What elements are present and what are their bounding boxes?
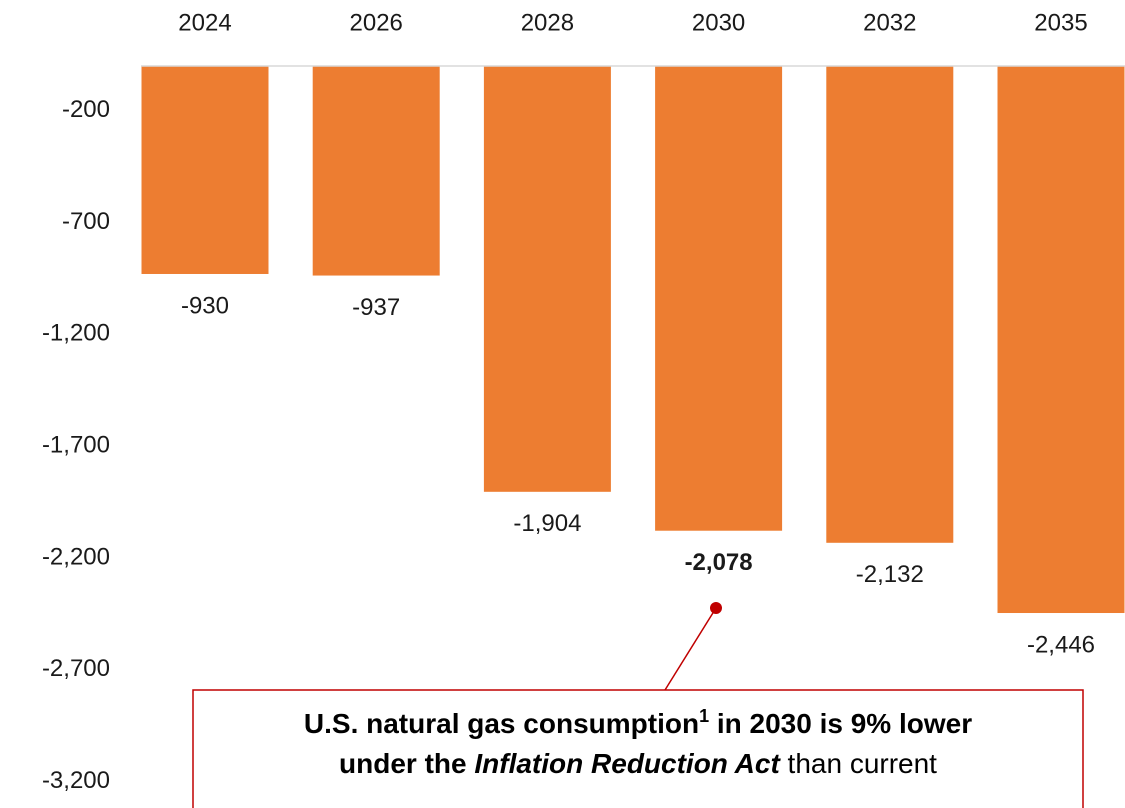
annotation-dot [710,602,722,614]
data-label: -2,446 [1027,631,1095,658]
x-tick-label: 2030 [692,9,745,36]
annotation-leader [664,607,717,691]
annotation-text: in 2030 is 9% lower [709,708,972,739]
annotation-superscript: 1 [699,706,709,726]
data-label: -937 [352,294,400,321]
bar [655,66,783,531]
bar [997,66,1125,614]
y-tick-label: -1,200 [42,320,110,347]
x-tick-label: 2032 [863,9,916,36]
bar [141,66,269,274]
y-tick-label: -2,200 [42,543,110,570]
data-label: -2,078 [685,549,753,576]
bar [483,66,611,492]
y-tick-label: -1,700 [42,432,110,459]
annotation-text: Inflation Reduction Act [474,748,781,779]
x-tick-label: 2035 [1034,9,1087,36]
data-label: -1,904 [513,510,581,537]
data-label: -930 [181,292,229,319]
annotation-text: than current [780,748,937,779]
x-tick-label: 2024 [178,9,231,36]
x-tick-label: 2028 [521,9,574,36]
annotation-line: under the Inflation Reduction Act than c… [339,748,937,779]
y-tick-label: -700 [62,208,110,235]
y-tick-label: -3,200 [42,767,110,794]
data-label: -2,132 [856,561,924,588]
annotation-line: U.S. natural gas consumption1 in 2030 is… [304,706,972,740]
bar [826,66,954,543]
bar [312,66,440,276]
annotation-box [192,689,1084,808]
y-tick-label: -200 [62,96,110,123]
x-tick-label: 2026 [350,9,403,36]
y-tick-label: -2,700 [42,655,110,682]
annotation-text: U.S. natural gas consumption [304,708,699,739]
annotation-text: under the [339,748,474,779]
